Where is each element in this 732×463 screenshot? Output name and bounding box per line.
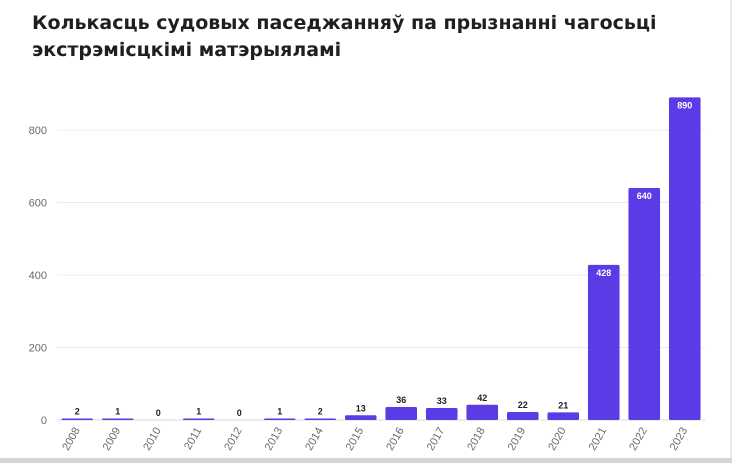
chart-title: Колькасць судовых паседжанняў па прызнан… — [32, 12, 657, 61]
data-label: 640 — [637, 191, 652, 201]
data-label: 42 — [477, 393, 487, 403]
data-label: 2 — [75, 407, 80, 417]
x-tick-label: 2008 — [60, 426, 83, 453]
x-tick-label: 2018 — [465, 426, 488, 453]
data-label: 33 — [437, 396, 447, 406]
data-label: 36 — [396, 395, 406, 405]
x-tick-label: 2019 — [506, 426, 529, 453]
x-tick-label: 2021 — [587, 426, 610, 453]
y-tick-label: 0 — [41, 415, 47, 427]
data-label: 0 — [237, 408, 242, 418]
data-label: 2 — [318, 407, 323, 417]
card-edge — [730, 0, 732, 463]
x-tick-label: 2015 — [344, 426, 367, 453]
bar[interactable] — [466, 404, 499, 420]
data-label: 13 — [356, 403, 366, 413]
x-tick-label: 2017 — [425, 426, 448, 453]
y-tick-label: 400 — [29, 270, 47, 282]
bar[interactable] — [61, 418, 94, 421]
y-tick-label: 200 — [29, 343, 47, 355]
x-tick-label: 2012 — [222, 426, 245, 453]
x-tick-label: 2020 — [546, 426, 569, 453]
bar[interactable] — [344, 415, 377, 420]
x-tick-label: 2023 — [668, 426, 691, 453]
y-tick-label: 600 — [29, 198, 47, 210]
bar[interactable] — [628, 188, 661, 420]
bar[interactable] — [587, 264, 620, 420]
x-tick-label: 2022 — [627, 426, 650, 453]
bar[interactable] — [304, 418, 337, 421]
x-tick-label: 2010 — [141, 426, 164, 453]
data-label: 1 — [115, 407, 120, 417]
x-axis: 2008 2009 2010 2011 2012 2013 2014 2015 2016 2017… — [60, 426, 690, 453]
data-label: 428 — [596, 268, 611, 278]
x-tick-label: 2009 — [101, 426, 124, 453]
data-label: 0 — [156, 408, 161, 418]
bar[interactable] — [182, 418, 215, 421]
bar[interactable] — [425, 408, 458, 420]
bars — [61, 97, 701, 421]
bar[interactable] — [668, 97, 701, 420]
data-label: 22 — [518, 400, 528, 410]
bar[interactable] — [263, 418, 296, 421]
x-tick-label: 2011 — [182, 426, 204, 452]
x-tick-label: 2013 — [263, 426, 286, 453]
y-tick-label: 800 — [29, 125, 47, 137]
data-label: 1 — [196, 407, 201, 417]
bar[interactable] — [506, 412, 539, 420]
data-label: 890 — [677, 100, 692, 110]
data-label: 21 — [558, 400, 568, 410]
bar[interactable] — [547, 412, 580, 420]
bar[interactable] — [101, 418, 134, 421]
y-axis: 0 200 400 600 800 — [29, 125, 47, 427]
data-label: 1 — [277, 407, 282, 417]
bar[interactable] — [385, 406, 418, 420]
x-tick-label: 2016 — [384, 426, 407, 453]
x-tick-label: 2014 — [303, 426, 326, 453]
bottom-scroll-strip — [0, 458, 732, 463]
